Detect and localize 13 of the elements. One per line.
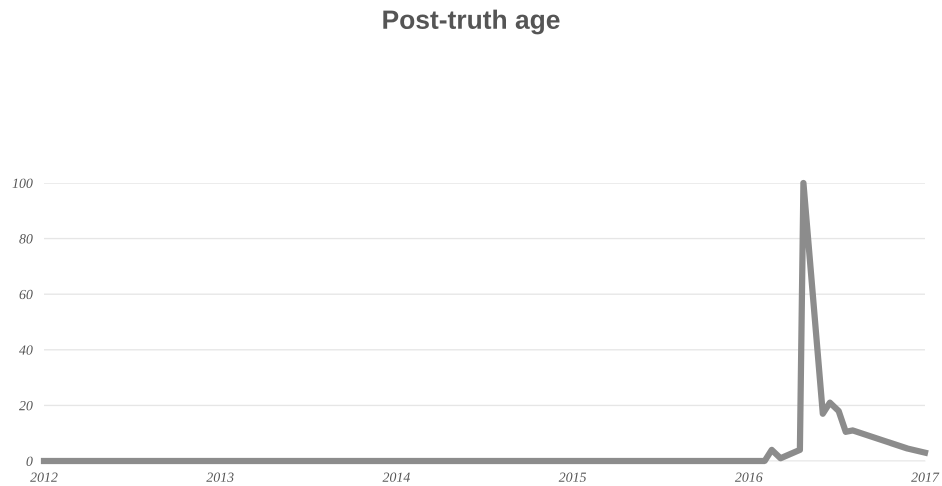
y-tick-label: 100 xyxy=(12,178,33,188)
x-tick-label: 2016 xyxy=(734,472,763,482)
y-tick-label: 60 xyxy=(20,290,33,300)
chart-title: Post-truth age xyxy=(383,10,560,34)
x-tick-label: 2014 xyxy=(382,472,410,482)
x-tick-label: 2017 xyxy=(911,472,940,482)
y-tick-label: 20 xyxy=(19,400,33,410)
x-tick-label: 2012 xyxy=(30,472,58,482)
y-tick-label: 40 xyxy=(19,345,33,355)
x-tick-label: 2013 xyxy=(206,472,234,482)
x-tick-label: 2015 xyxy=(558,472,586,482)
y-tick-label: 80 xyxy=(19,234,33,244)
y-tick-label: 0 xyxy=(26,456,33,466)
